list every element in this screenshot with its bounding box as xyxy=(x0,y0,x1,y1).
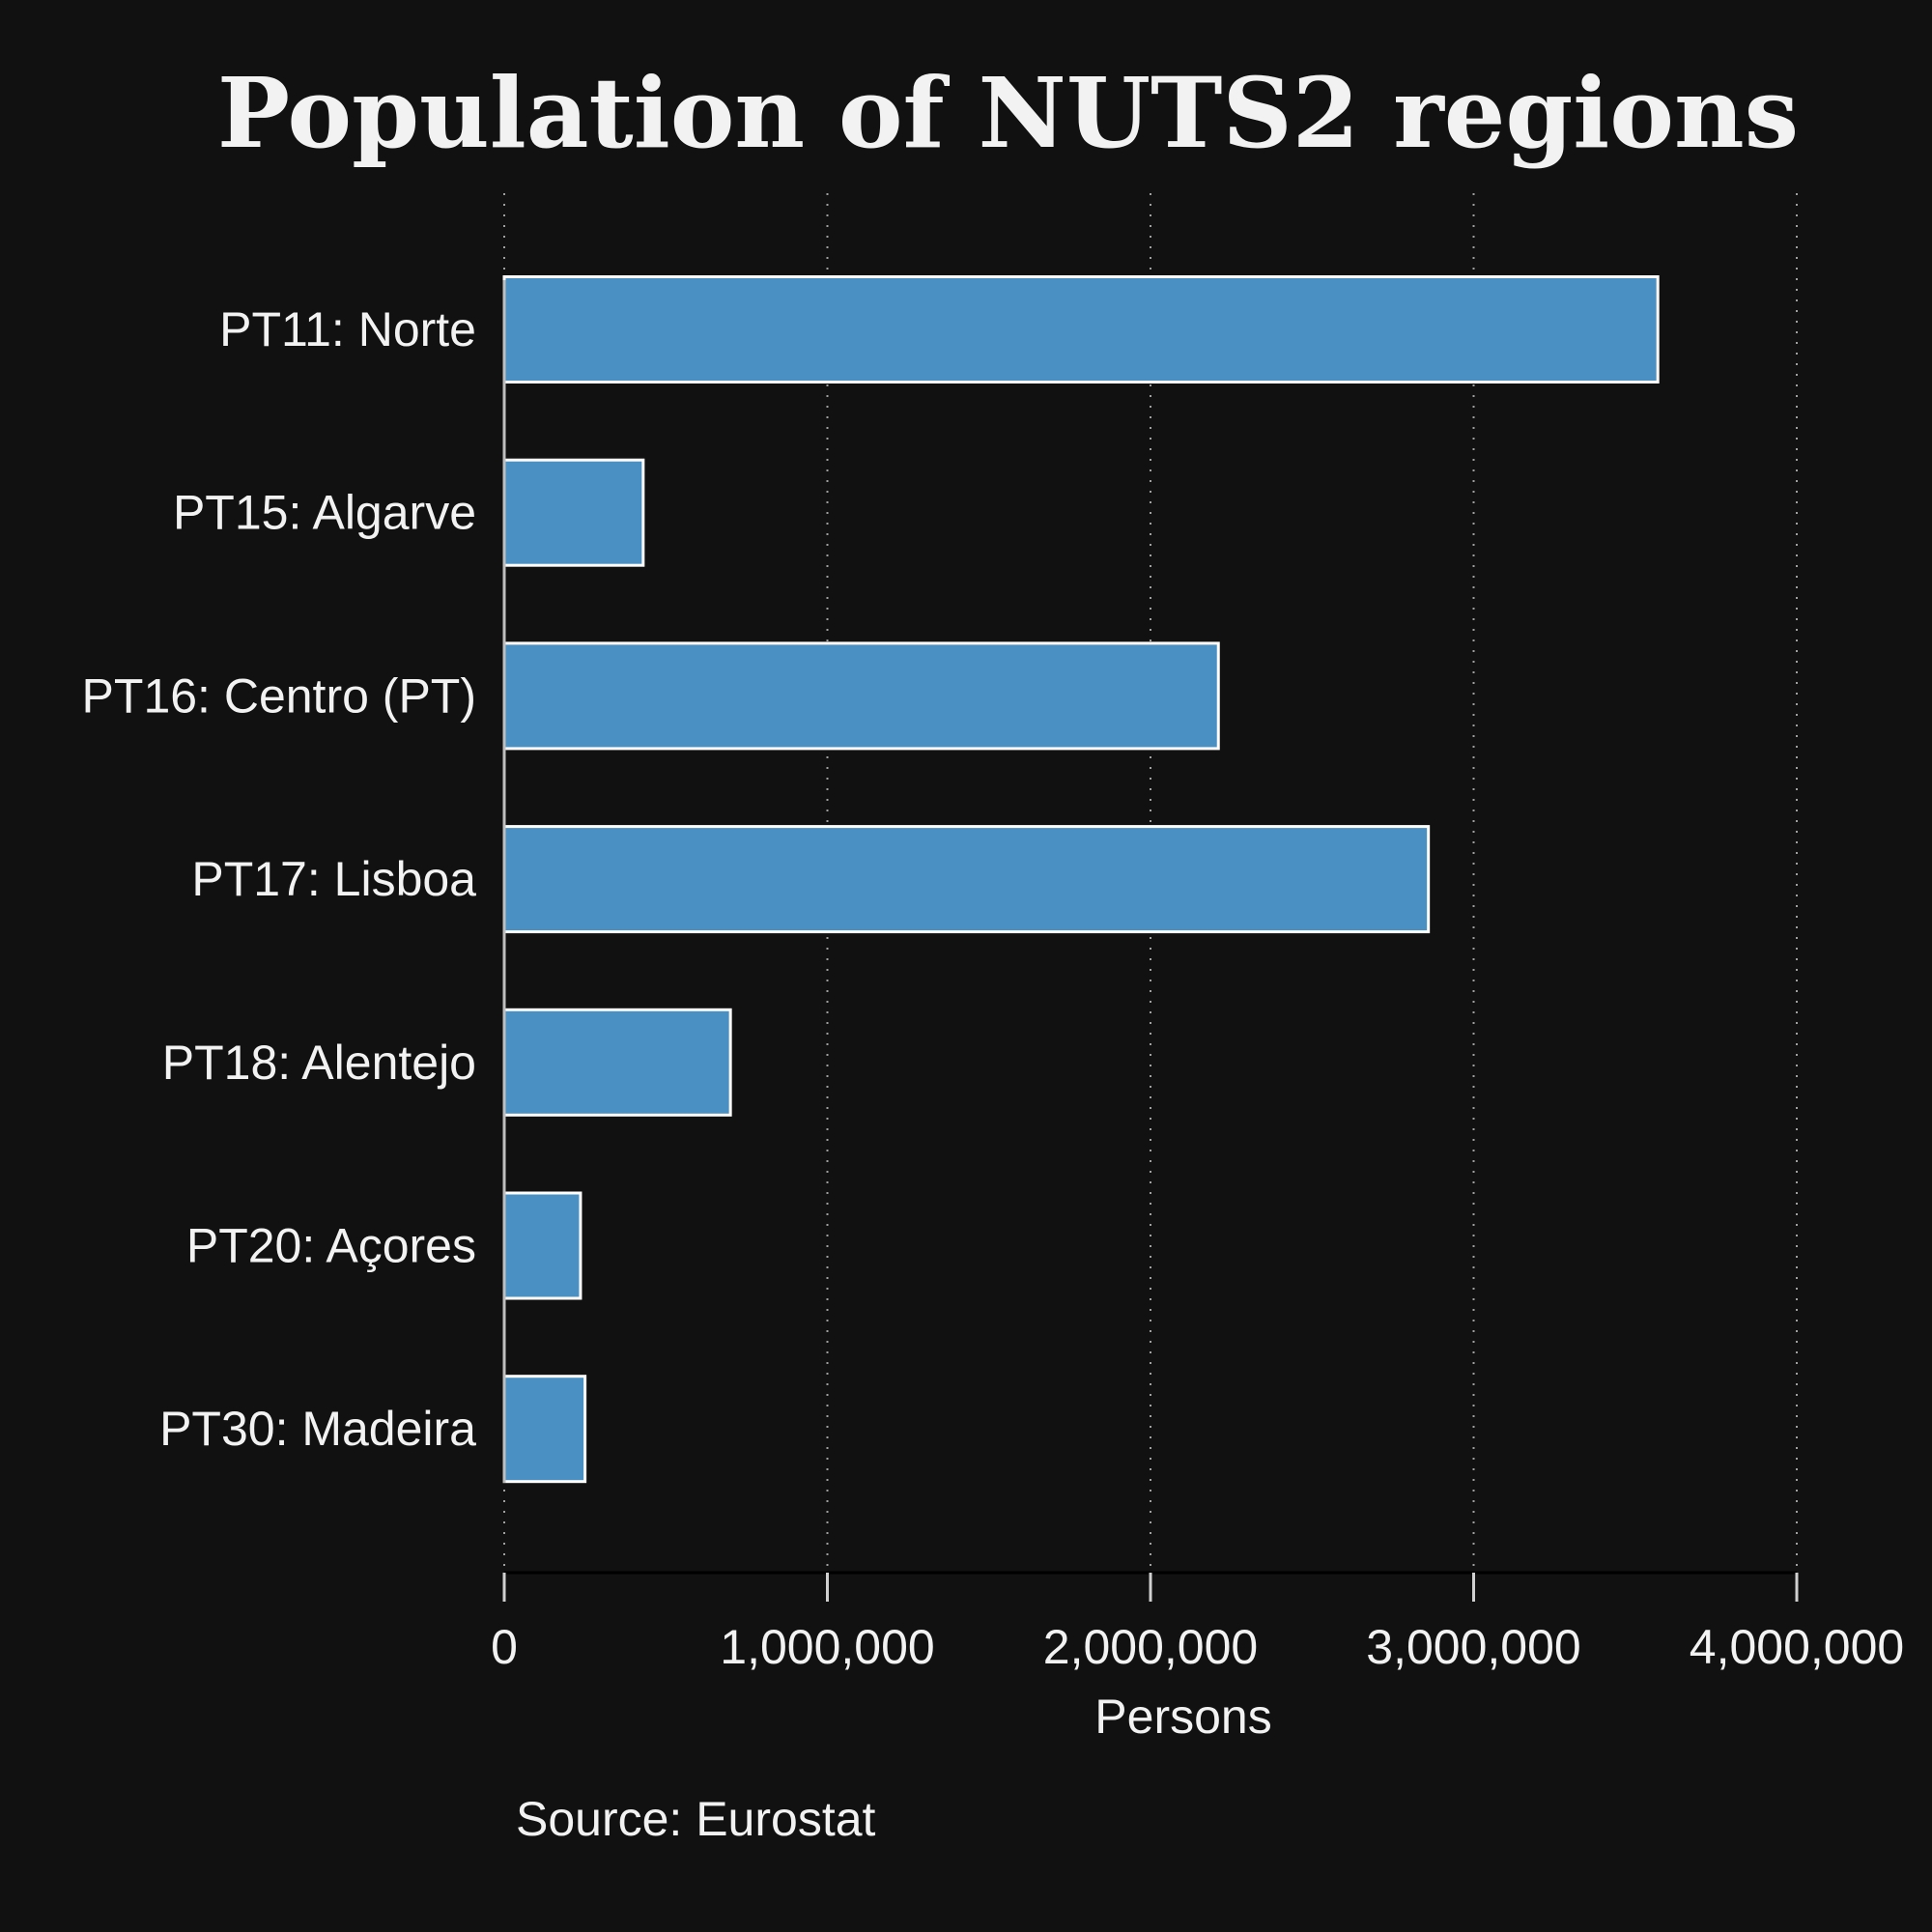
bar xyxy=(502,825,1431,934)
bar xyxy=(502,275,1660,384)
bar xyxy=(502,1375,587,1484)
x-tick-label: 0 xyxy=(491,1620,518,1674)
bar xyxy=(502,1191,582,1300)
x-tick-label: 2,000,000 xyxy=(1043,1620,1258,1674)
source-note: Source: Eurostat xyxy=(516,1792,876,1846)
category-label: PT20: Açores xyxy=(186,1219,476,1273)
x-tick-label: 4,000,000 xyxy=(1690,1620,1904,1674)
category-label: PT15: Algarve xyxy=(173,486,476,540)
x-tick-label: 1,000,000 xyxy=(720,1620,934,1674)
x-axis: 0 1,000,000 2,000,000 3,000,000 4,000,000 xyxy=(491,280,1904,1674)
bar xyxy=(502,641,1220,751)
category-label: PT11: Norte xyxy=(219,302,476,356)
category-label: PT16: Centro (PT) xyxy=(82,668,476,723)
bar xyxy=(502,1008,732,1117)
bars xyxy=(502,275,1660,1484)
x-axis-title: Persons xyxy=(1094,1690,1271,1744)
chart-title: Population of NUTS2 regions xyxy=(217,56,1799,170)
category-labels: PT11: Norte PT15: Algarve PT16: Centro (PT… xyxy=(82,302,477,1456)
x-tick-label: 3,000,000 xyxy=(1366,1620,1580,1674)
category-label: PT17: Lisboa xyxy=(191,852,476,906)
category-label: PT18: Alentejo xyxy=(162,1036,476,1090)
bar xyxy=(502,458,645,567)
category-label: PT30: Madeira xyxy=(159,1402,476,1456)
